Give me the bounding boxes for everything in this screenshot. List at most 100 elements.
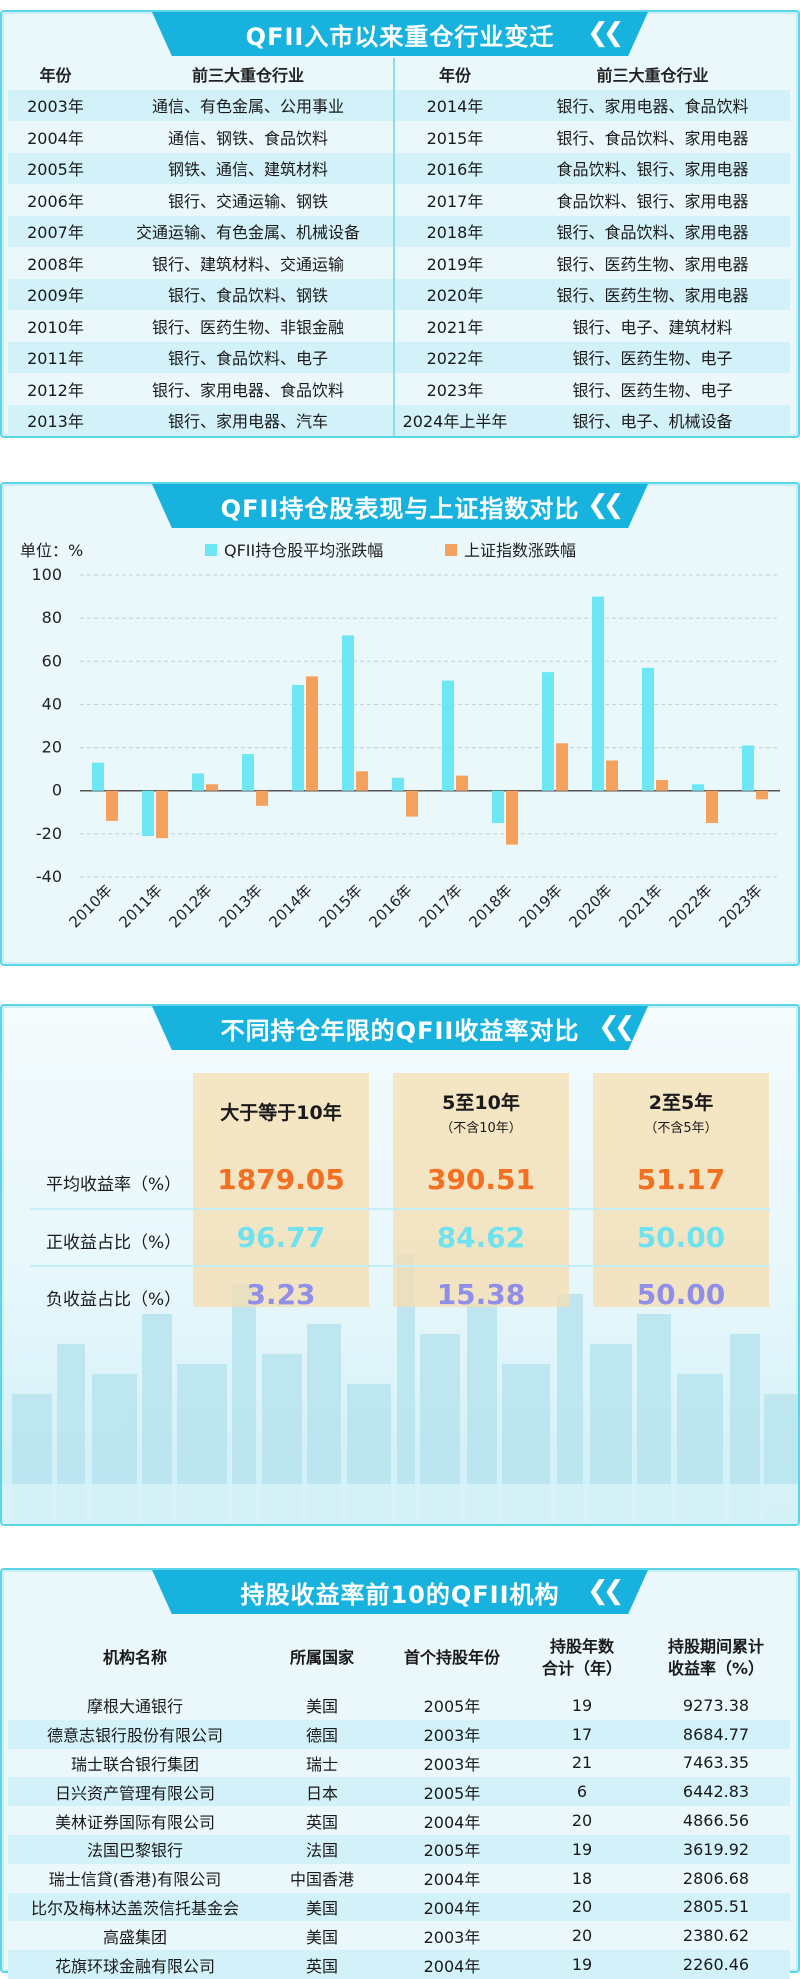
cell-years: 6: [522, 1777, 642, 1807]
row-year: 2009年: [8, 278, 103, 310]
row-year: 2024年上半年: [393, 404, 515, 436]
table-row: 法国巴黎银行 法国 2005年 19 3619.92: [8, 1834, 790, 1864]
chart-title: QFII持仓股表现与上证指数对比: [152, 484, 648, 528]
cell-return: 2380.62: [682, 1926, 750, 1946]
cell-institution: 日兴资产管理有限公司: [8, 1777, 262, 1807]
legend-swatch-index: [445, 544, 457, 556]
cell-years: 19: [522, 1834, 642, 1864]
row-label-avg-return: 平均收益率（%）: [46, 1175, 182, 1195]
table-row: 比尔及梅林达盖茨信托基金会 美国 2004年 20 2805.51: [8, 1892, 790, 1922]
row-divider: [30, 1208, 770, 1210]
bar-index: [606, 760, 618, 791]
cell-return: 9273.38: [682, 1695, 750, 1715]
table-row: 2010年 银行、医药生物、非银金融 2021年 银行、电子、建筑材料: [8, 310, 790, 342]
row-year: 2021年: [393, 310, 515, 342]
header-year: 年份: [39, 65, 72, 85]
cell-first-year: 2004年: [382, 1950, 522, 1979]
bar-index: [756, 790, 768, 800]
x-tick-label: 2016年: [365, 881, 415, 931]
cell-years: 20: [522, 1892, 642, 1922]
row-year: 2003年: [8, 89, 103, 121]
row-sectors: 银行、家用电器、食品饮料: [151, 380, 344, 400]
x-tick-label: 2023年: [715, 881, 765, 931]
bar-qfii: [542, 672, 554, 791]
row-sectors: 银行、医药生物、电子: [515, 341, 790, 373]
positive-ratio-5-10y: 84.62: [436, 1221, 526, 1254]
avg-return-5-10y: 390.51: [426, 1163, 536, 1196]
cell-years: 19: [522, 1950, 642, 1979]
cell-return: 6442.83: [642, 1777, 790, 1807]
row-sectors: 银行、家用电器、食品饮料: [515, 89, 790, 121]
header-years-line2: 合计（年）: [541, 1659, 622, 1678]
column-card-5-10y: [393, 1073, 569, 1307]
row-sectors: 银行、交通运输、钢铁: [167, 191, 328, 211]
bar-index: [306, 676, 318, 791]
row-year: 2019年: [393, 247, 515, 279]
x-tick-label: 2013年: [215, 881, 265, 931]
cell-country: 中国香港: [289, 1870, 354, 1890]
header-country: 所属国家: [289, 1648, 354, 1667]
row-sectors: 银行、医药生物、非银金融: [151, 317, 344, 337]
table-row: 2005年 钢铁、通信、建筑材料 2016年 食品饮料、银行、家用电器: [8, 152, 790, 184]
cell-first-year: 2003年: [423, 1754, 481, 1774]
negative-ratio-10y: 3.23: [246, 1278, 316, 1311]
cell-institution: 德意志银行股份有限公司: [8, 1719, 262, 1749]
header-return-line1: 持股期间累计: [667, 1637, 764, 1656]
row-sectors: 银行、医药生物、家用电器: [515, 278, 790, 310]
row-label-negative-ratio: 负收益占比（%）: [46, 1290, 182, 1310]
cell-return: 7463.35: [682, 1753, 750, 1773]
row-sectors: 银行、家用电器、汽车: [103, 404, 394, 436]
bar-chart: 单位：% QFII持仓股平均涨跌幅 上证指数涨跌幅 100 80 60 40 20 0 -2…: [20, 541, 780, 931]
sector-table: 年份 前三大重仓行业 年份 前三大重仓行业 2003年 通信、有色金属、公用事业 2…: [8, 58, 790, 436]
table-row: 高盛集团 美国 2003年 20 2380.62: [8, 1921, 790, 1950]
table-row: 2013年 银行、家用电器、汽车 2024年上半年 银行、电子、机械设备: [8, 404, 790, 436]
bar-index: [256, 790, 268, 806]
cell-return: 8684.77: [642, 1719, 790, 1749]
chevron-right-icon: ❮❮: [587, 1576, 624, 1606]
bar-qfii: [442, 680, 454, 791]
chevron-right-icon: ❮❮: [587, 18, 624, 48]
bar-qfii: [142, 790, 154, 837]
y-tick-label: 60: [42, 651, 62, 670]
cell-return: 2806.68: [682, 1868, 750, 1888]
table-row: 美林证券国际有限公司 英国 2004年 20 4866.56: [8, 1806, 790, 1835]
table-row: 瑞士联合银行集团 瑞士 2003年 21 7463.35: [8, 1749, 790, 1778]
row-sectors: 银行、食品饮料、家用电器: [515, 215, 790, 247]
cell-years: 19: [571, 1695, 593, 1715]
row-year: 2022年: [393, 341, 515, 373]
table-row: 瑞士信貸(香港)有限公司 中国香港 2004年 18 2806.68: [8, 1864, 790, 1893]
row-sectors: 银行、电子、建筑材料: [572, 317, 733, 337]
avg-return-10y: 1879.05: [217, 1163, 345, 1196]
row-sectors: 银行、建筑材料、交通运输: [151, 254, 344, 274]
sector-title: QFII入市以来重仓行业变迁: [152, 12, 648, 56]
bar-index: [156, 790, 168, 839]
bar-index: [706, 790, 718, 824]
bar-index: [456, 775, 468, 791]
cell-first-year: 2005年: [423, 1697, 481, 1717]
row-year: 2023年: [393, 373, 515, 405]
table-row: 2003年 通信、有色金属、公用事业 2014年 银行、家用电器、食品饮料: [8, 89, 790, 121]
bar-qfii: [392, 777, 404, 791]
x-tick-label: 2010年: [65, 881, 115, 931]
row-year: 2015年: [393, 121, 515, 153]
cell-institution: 摩根大通银行: [86, 1697, 183, 1717]
cell-country: 美国: [305, 1927, 338, 1947]
x-tick-label: 2017年: [415, 881, 465, 931]
legend-swatch-qfii: [205, 544, 217, 556]
bar-qfii: [592, 596, 604, 791]
table-row: 日兴资产管理有限公司 日本 2005年 6 6442.83: [8, 1777, 790, 1807]
holding-title: 不同持仓年限的QFII收益率对比: [152, 1006, 648, 1050]
cell-country: 法国: [262, 1834, 382, 1864]
cell-country: 德国: [262, 1719, 382, 1749]
cell-country: 英国: [305, 1812, 338, 1832]
table-row: 德意志银行股份有限公司 德国 2003年 17 8684.77: [8, 1719, 790, 1749]
header-return-line2: 收益率（%）: [667, 1659, 765, 1678]
cell-institution: 比尔及梅林达盖茨信托基金会: [8, 1892, 262, 1922]
row-year: 2011年: [8, 341, 103, 373]
column-note: （不含5年）: [644, 1121, 718, 1136]
bar-index: [656, 779, 668, 791]
top10-title: 持股收益率前10的QFII机构: [152, 1570, 648, 1614]
row-sectors: 银行、电子、机械设备: [515, 404, 790, 436]
cell-country: 美国: [305, 1697, 338, 1717]
y-tick-label: 20: [42, 738, 62, 757]
